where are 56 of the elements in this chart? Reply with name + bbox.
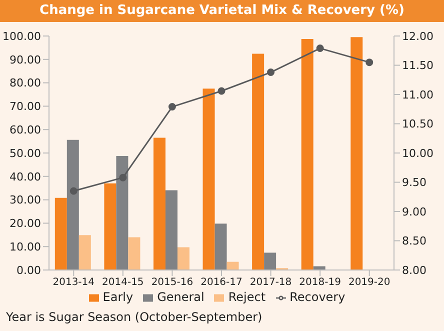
point: [168, 103, 176, 111]
point: [366, 58, 374, 66]
bar: [264, 252, 276, 270]
bar: [104, 183, 116, 270]
y2-tick-label: 8.00: [402, 264, 426, 277]
y2-tick-label: 9.50: [402, 176, 426, 190]
legend-label: General: [157, 290, 204, 304]
bar: [128, 237, 140, 270]
bar: [78, 235, 91, 270]
point: [316, 44, 324, 52]
y2-tick-label: 10.50: [402, 118, 434, 131]
bar: [252, 54, 264, 270]
y-tick-label: 70.00: [10, 100, 41, 114]
x-tick-label: 2013-14: [52, 277, 95, 288]
y-tick-label: 80.00: [10, 76, 41, 90]
y-tick-label: 30.00: [10, 194, 41, 207]
y-tick-label: 10.00: [10, 240, 41, 254]
text: Year is Sugar Season (October-September): [6, 310, 262, 324]
x-tick-label: 2016-17: [200, 277, 242, 288]
bar: [153, 138, 166, 270]
y2-tick-label: 8.50: [402, 234, 426, 248]
legend-label: Early: [102, 290, 134, 304]
point: [119, 174, 127, 182]
legend-label: Reject: [228, 290, 266, 304]
y-tick-label: 60.00: [10, 124, 41, 137]
point: [70, 187, 78, 195]
bar: [350, 37, 363, 270]
y2-tick-label: 9.00: [402, 205, 426, 218]
point: [267, 68, 275, 76]
point: [218, 87, 226, 95]
y2-tick-label: 11.00: [402, 88, 434, 102]
bar: [66, 140, 79, 270]
x-tick-label: 2017-18: [250, 277, 292, 288]
bar: [165, 190, 178, 270]
bar: [226, 262, 239, 270]
bar: [214, 224, 227, 270]
x-tick-label: 2015-16: [151, 277, 194, 288]
bar: [202, 88, 215, 270]
y-tick-label: 0.00: [16, 264, 41, 277]
y-tick-label: 50.00: [10, 146, 41, 160]
bar: [116, 156, 128, 270]
y-tick-label: 90.00: [10, 53, 41, 66]
y-tick-label: 100.00: [2, 30, 41, 43]
legend-label: Recovery: [290, 290, 346, 304]
y2-tick-label: 11.50: [402, 59, 434, 72]
y2-tick-label: 12.00: [402, 30, 434, 43]
bar: [301, 39, 314, 270]
x-tick-label: 2018-19: [299, 277, 341, 288]
bar: [177, 247, 190, 270]
x-tick-label: 2019-20: [348, 277, 390, 288]
y-tick-label: 40.00: [10, 170, 41, 184]
bar: [54, 198, 67, 270]
x-tick-label: 2014-15: [102, 277, 144, 288]
chart-title: Change in Sugarcane Varietal Mix & Recovery (%): [0, 0, 444, 22]
y-tick-label: 20.00: [10, 217, 41, 230]
y2-tick-label: 10.00: [402, 146, 434, 160]
